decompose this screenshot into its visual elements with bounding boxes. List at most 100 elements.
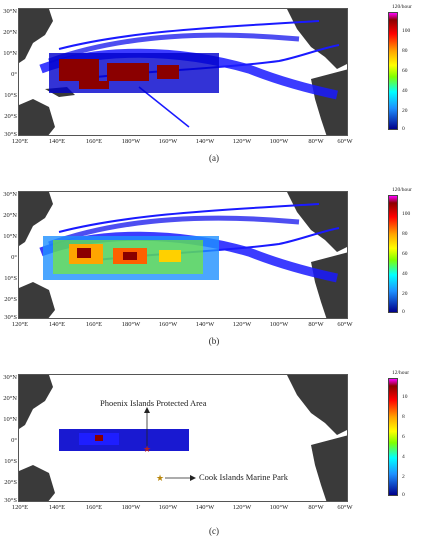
- colorbar-tick: 2: [402, 474, 405, 480]
- map-b: [18, 191, 348, 319]
- colorbar-tick: 60: [402, 251, 408, 257]
- lat-label: 30°S: [4, 497, 17, 504]
- colorbar-tick: 0: [402, 309, 405, 315]
- lat-label: 20°S: [4, 113, 17, 120]
- lon-label: 180°W: [121, 138, 141, 145]
- lon-label: 140°E: [48, 321, 66, 328]
- australia-landmass: [19, 99, 55, 135]
- colorbar-tick: 0: [402, 126, 405, 132]
- lon-label: 160°E: [85, 504, 103, 511]
- lon-label: 60°W: [337, 321, 353, 328]
- south-america-landmass: [311, 435, 347, 501]
- lon-label: 140°W: [195, 504, 215, 511]
- caption-c: (c): [209, 526, 219, 536]
- lon-label: 120°E: [11, 321, 29, 328]
- caption-a: (a): [209, 153, 219, 163]
- lon-label: 120°W: [232, 321, 252, 328]
- lon-label: 120°E: [11, 504, 29, 511]
- asia-landmass: [19, 192, 53, 246]
- lat-label: 0°: [11, 437, 17, 444]
- lat-label: 10°S: [4, 92, 17, 99]
- map-c: ★ ★: [18, 374, 348, 502]
- lon-label: 160°W: [158, 138, 178, 145]
- lon-label: 80°W: [308, 321, 324, 328]
- map-a: [18, 8, 348, 136]
- colorbar-tick: 40: [402, 88, 408, 94]
- lon-label: 100°W: [269, 504, 289, 511]
- north-america-landmass: [287, 192, 347, 252]
- lat-label: 20°S: [4, 296, 17, 303]
- colorbar: [388, 378, 398, 496]
- colorbar-tick: 60: [402, 68, 408, 74]
- lon-label: 120°W: [232, 138, 252, 145]
- lon-label: 140°W: [195, 321, 215, 328]
- lat-label: 0°: [11, 254, 17, 261]
- map-c-svg: ★ ★: [19, 375, 347, 501]
- lon-label: 60°W: [337, 504, 353, 511]
- lat-label: 20°N: [3, 29, 17, 36]
- lat-label: 0°: [11, 71, 17, 78]
- australia-landmass: [19, 465, 55, 501]
- asia-landmass: [19, 9, 53, 63]
- lon-label: 100°W: [269, 321, 289, 328]
- lon-label: 140°W: [195, 138, 215, 145]
- svg-text:★: ★: [143, 444, 151, 454]
- lat-label: 20°N: [3, 212, 17, 219]
- lat-label: 10°S: [4, 275, 17, 282]
- colorbar-tick: 100: [402, 28, 411, 34]
- colorbar: [388, 12, 398, 130]
- lat-label: 10°S: [4, 458, 17, 465]
- lat-label: 10°N: [3, 416, 17, 423]
- australia-landmass: [19, 282, 55, 318]
- lat-label: 30°N: [3, 8, 17, 15]
- lon-label: 140°E: [48, 504, 66, 511]
- south-america-landmass: [311, 252, 347, 318]
- colorbar-tick: 80: [402, 48, 408, 54]
- caption-b: (b): [208, 336, 220, 346]
- lon-label: 180°W: [121, 504, 141, 511]
- colorbar-tick: 80: [402, 231, 408, 237]
- lon-label: 180°W: [121, 321, 141, 328]
- lat-label: 10°N: [3, 50, 17, 57]
- colorbar-tick: 0: [402, 492, 405, 498]
- colorbar-tick: 20: [402, 108, 408, 114]
- asia-landmass: [19, 375, 53, 429]
- colorbar-tick: 4: [402, 454, 405, 460]
- colorbar-tick: 100: [402, 211, 411, 217]
- lon-label: 80°W: [308, 138, 324, 145]
- lat-label: 30°S: [4, 314, 17, 321]
- colorbar-tick: 8: [402, 414, 405, 420]
- lat-label: 10°N: [3, 233, 17, 240]
- lon-label: 140°E: [48, 138, 66, 145]
- colorbar-tick: 10: [402, 394, 408, 400]
- colorbar-unit: 120/hour: [392, 187, 412, 193]
- lat-label: 20°S: [4, 479, 17, 486]
- lon-label: 160°E: [85, 321, 103, 328]
- colorbar-unit: 120/hour: [392, 4, 412, 10]
- lat-label: 30°N: [3, 374, 17, 381]
- svg-text:★: ★: [156, 473, 164, 483]
- north-america-landmass: [287, 9, 347, 69]
- south-america-landmass: [311, 69, 347, 135]
- lat-label: 30°N: [3, 191, 17, 198]
- lon-label: 60°W: [337, 138, 353, 145]
- colorbar-tick: 20: [402, 291, 408, 297]
- lon-label: 160°E: [85, 138, 103, 145]
- cook-islands-label: Cook Islands Marine Park: [199, 472, 289, 482]
- lat-label: 20°N: [3, 395, 17, 402]
- colorbar-unit: 12/hour: [392, 370, 410, 376]
- phoenix-islands-label: Phoenix Islands Protected Area: [100, 398, 207, 408]
- lon-label: 120°W: [232, 504, 252, 511]
- map-b-svg: [19, 192, 347, 318]
- map-a-svg: [19, 9, 347, 135]
- lon-label: 160°W: [158, 321, 178, 328]
- lon-label: 80°W: [308, 504, 324, 511]
- lon-label: 160°W: [158, 504, 178, 511]
- colorbar-tick: 40: [402, 271, 408, 277]
- lon-label: 120°E: [11, 138, 29, 145]
- colorbar-tick: 6: [402, 434, 405, 440]
- colorbar: [388, 195, 398, 313]
- lat-label: 30°S: [4, 131, 17, 138]
- lon-label: 100°W: [269, 138, 289, 145]
- north-america-landmass: [287, 375, 347, 435]
